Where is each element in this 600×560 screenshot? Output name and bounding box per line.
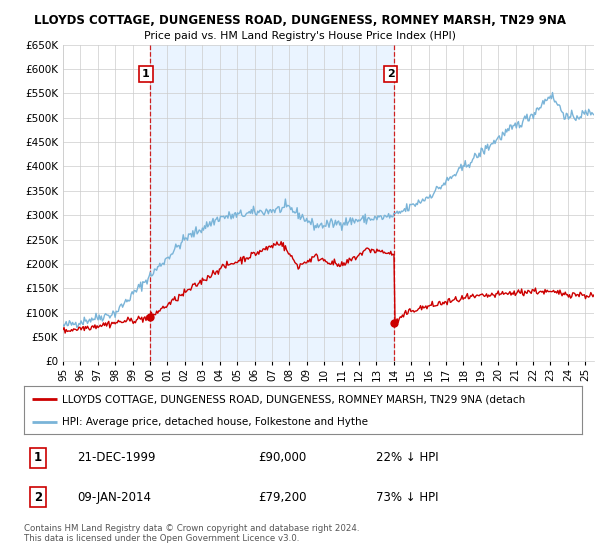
Text: LLOYDS COTTAGE, DUNGENESS ROAD, DUNGENESS, ROMNEY MARSH, TN29 9NA: LLOYDS COTTAGE, DUNGENESS ROAD, DUNGENES… <box>34 14 566 27</box>
Text: Price paid vs. HM Land Registry's House Price Index (HPI): Price paid vs. HM Land Registry's House … <box>144 31 456 41</box>
Text: 2: 2 <box>34 491 42 504</box>
Text: LLOYDS COTTAGE, DUNGENESS ROAD, DUNGENESS, ROMNEY MARSH, TN29 9NA (detach: LLOYDS COTTAGE, DUNGENESS ROAD, DUNGENES… <box>62 394 525 404</box>
Text: 1: 1 <box>142 69 150 79</box>
Text: £90,000: £90,000 <box>259 451 307 464</box>
Text: 2: 2 <box>387 69 395 79</box>
Bar <box>149 45 394 361</box>
Text: HPI: Average price, detached house, Folkestone and Hythe: HPI: Average price, detached house, Folk… <box>62 417 368 427</box>
Text: 21-DEC-1999: 21-DEC-1999 <box>77 451 155 464</box>
Text: £79,200: £79,200 <box>259 491 307 504</box>
Text: Contains HM Land Registry data © Crown copyright and database right 2024.
This d: Contains HM Land Registry data © Crown c… <box>24 524 359 543</box>
Text: 1: 1 <box>34 451 42 464</box>
Text: 22% ↓ HPI: 22% ↓ HPI <box>376 451 438 464</box>
Text: 09-JAN-2014: 09-JAN-2014 <box>77 491 151 504</box>
Text: 73% ↓ HPI: 73% ↓ HPI <box>376 491 438 504</box>
